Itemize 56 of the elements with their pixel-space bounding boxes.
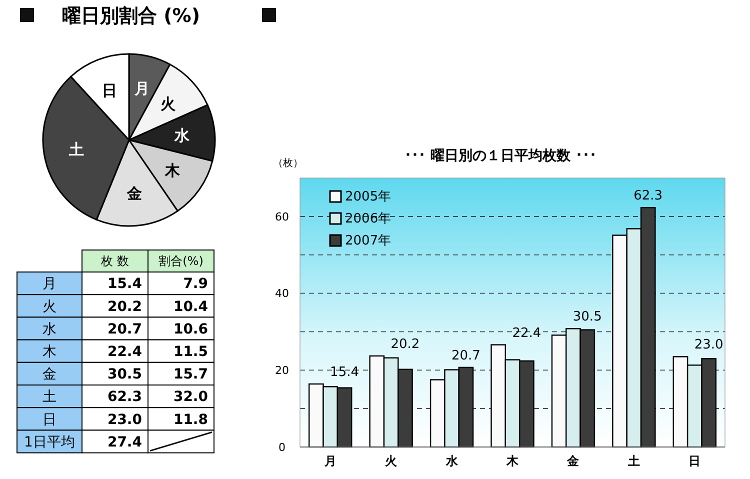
slice-label: 月 [134,80,150,98]
x-tick-label: 月 [323,454,336,468]
data-label: 23.0 [107,412,142,428]
y-tick-label: 20 [275,364,289,377]
slice-label: 木 [164,162,182,180]
data-label: 20.7 [107,321,142,338]
chart-title: ･･･ 曜日別の１日平均枚数 ･･･ [404,148,596,164]
data-label: 7.9 [183,276,208,292]
x-tick-label: 日 [688,454,701,468]
data-label: 22.4 [512,326,542,341]
y-axis-title: （枚） [273,157,303,169]
category-label: 火 [42,298,56,315]
data-label: 62.3 [107,389,142,406]
y-tick-label: 40 [275,287,289,300]
x-tick-label: 木 [506,454,520,468]
data-label: 11.8 [173,412,208,428]
data-label: 27.4 [107,434,142,450]
slice-label: 火 [160,95,177,114]
data-label: 32.0 [173,389,208,406]
data-label: 10.6 [173,321,208,338]
category-label: 水 [42,321,56,338]
series-label: 枚 数 [100,254,129,268]
data-label: 20.2 [390,336,420,352]
data-label: 62.3 [634,188,663,204]
data-label: 22.4 [107,344,142,360]
category-label: 土 [42,389,56,406]
category-label: 日 [42,412,56,428]
legend-label: 2006年 [345,212,392,227]
chart-title: 曜日別割合 (%) [62,5,200,27]
slice-label: 日 [102,82,118,100]
slice-label: 水 [174,126,191,145]
data-label: 30.5 [107,366,142,383]
data-label: 10.4 [173,298,208,315]
x-tick-label: 金 [566,454,580,468]
x-tick-label: 水 [444,454,459,468]
category-label: 木 [42,344,56,360]
slice-label: 土 [68,140,84,159]
data-label: 11.5 [173,344,208,360]
legend-label: 2007年 [345,234,392,249]
data-label: 20.2 [107,298,142,315]
legend-label: 2005年 [345,190,392,205]
data-label: 15.4 [107,276,142,292]
category-label: 月 [42,276,56,292]
y-tick-label: 60 [275,210,289,224]
category-label: 金 [42,366,56,383]
x-tick-label: 火 [384,454,398,468]
category-label: 1日平均 [24,434,75,450]
x-tick-label: 土 [626,454,640,468]
y-tick-label: 0 [278,440,286,454]
slice-label: 金 [126,184,142,202]
data-label: 20.7 [451,348,480,364]
data-label: 15.7 [173,366,208,383]
data-label: 23.0 [694,338,724,353]
data-label: 30.5 [572,310,602,325]
data-label: 15.4 [330,364,359,380]
series-label: 割合(%) [158,254,204,268]
